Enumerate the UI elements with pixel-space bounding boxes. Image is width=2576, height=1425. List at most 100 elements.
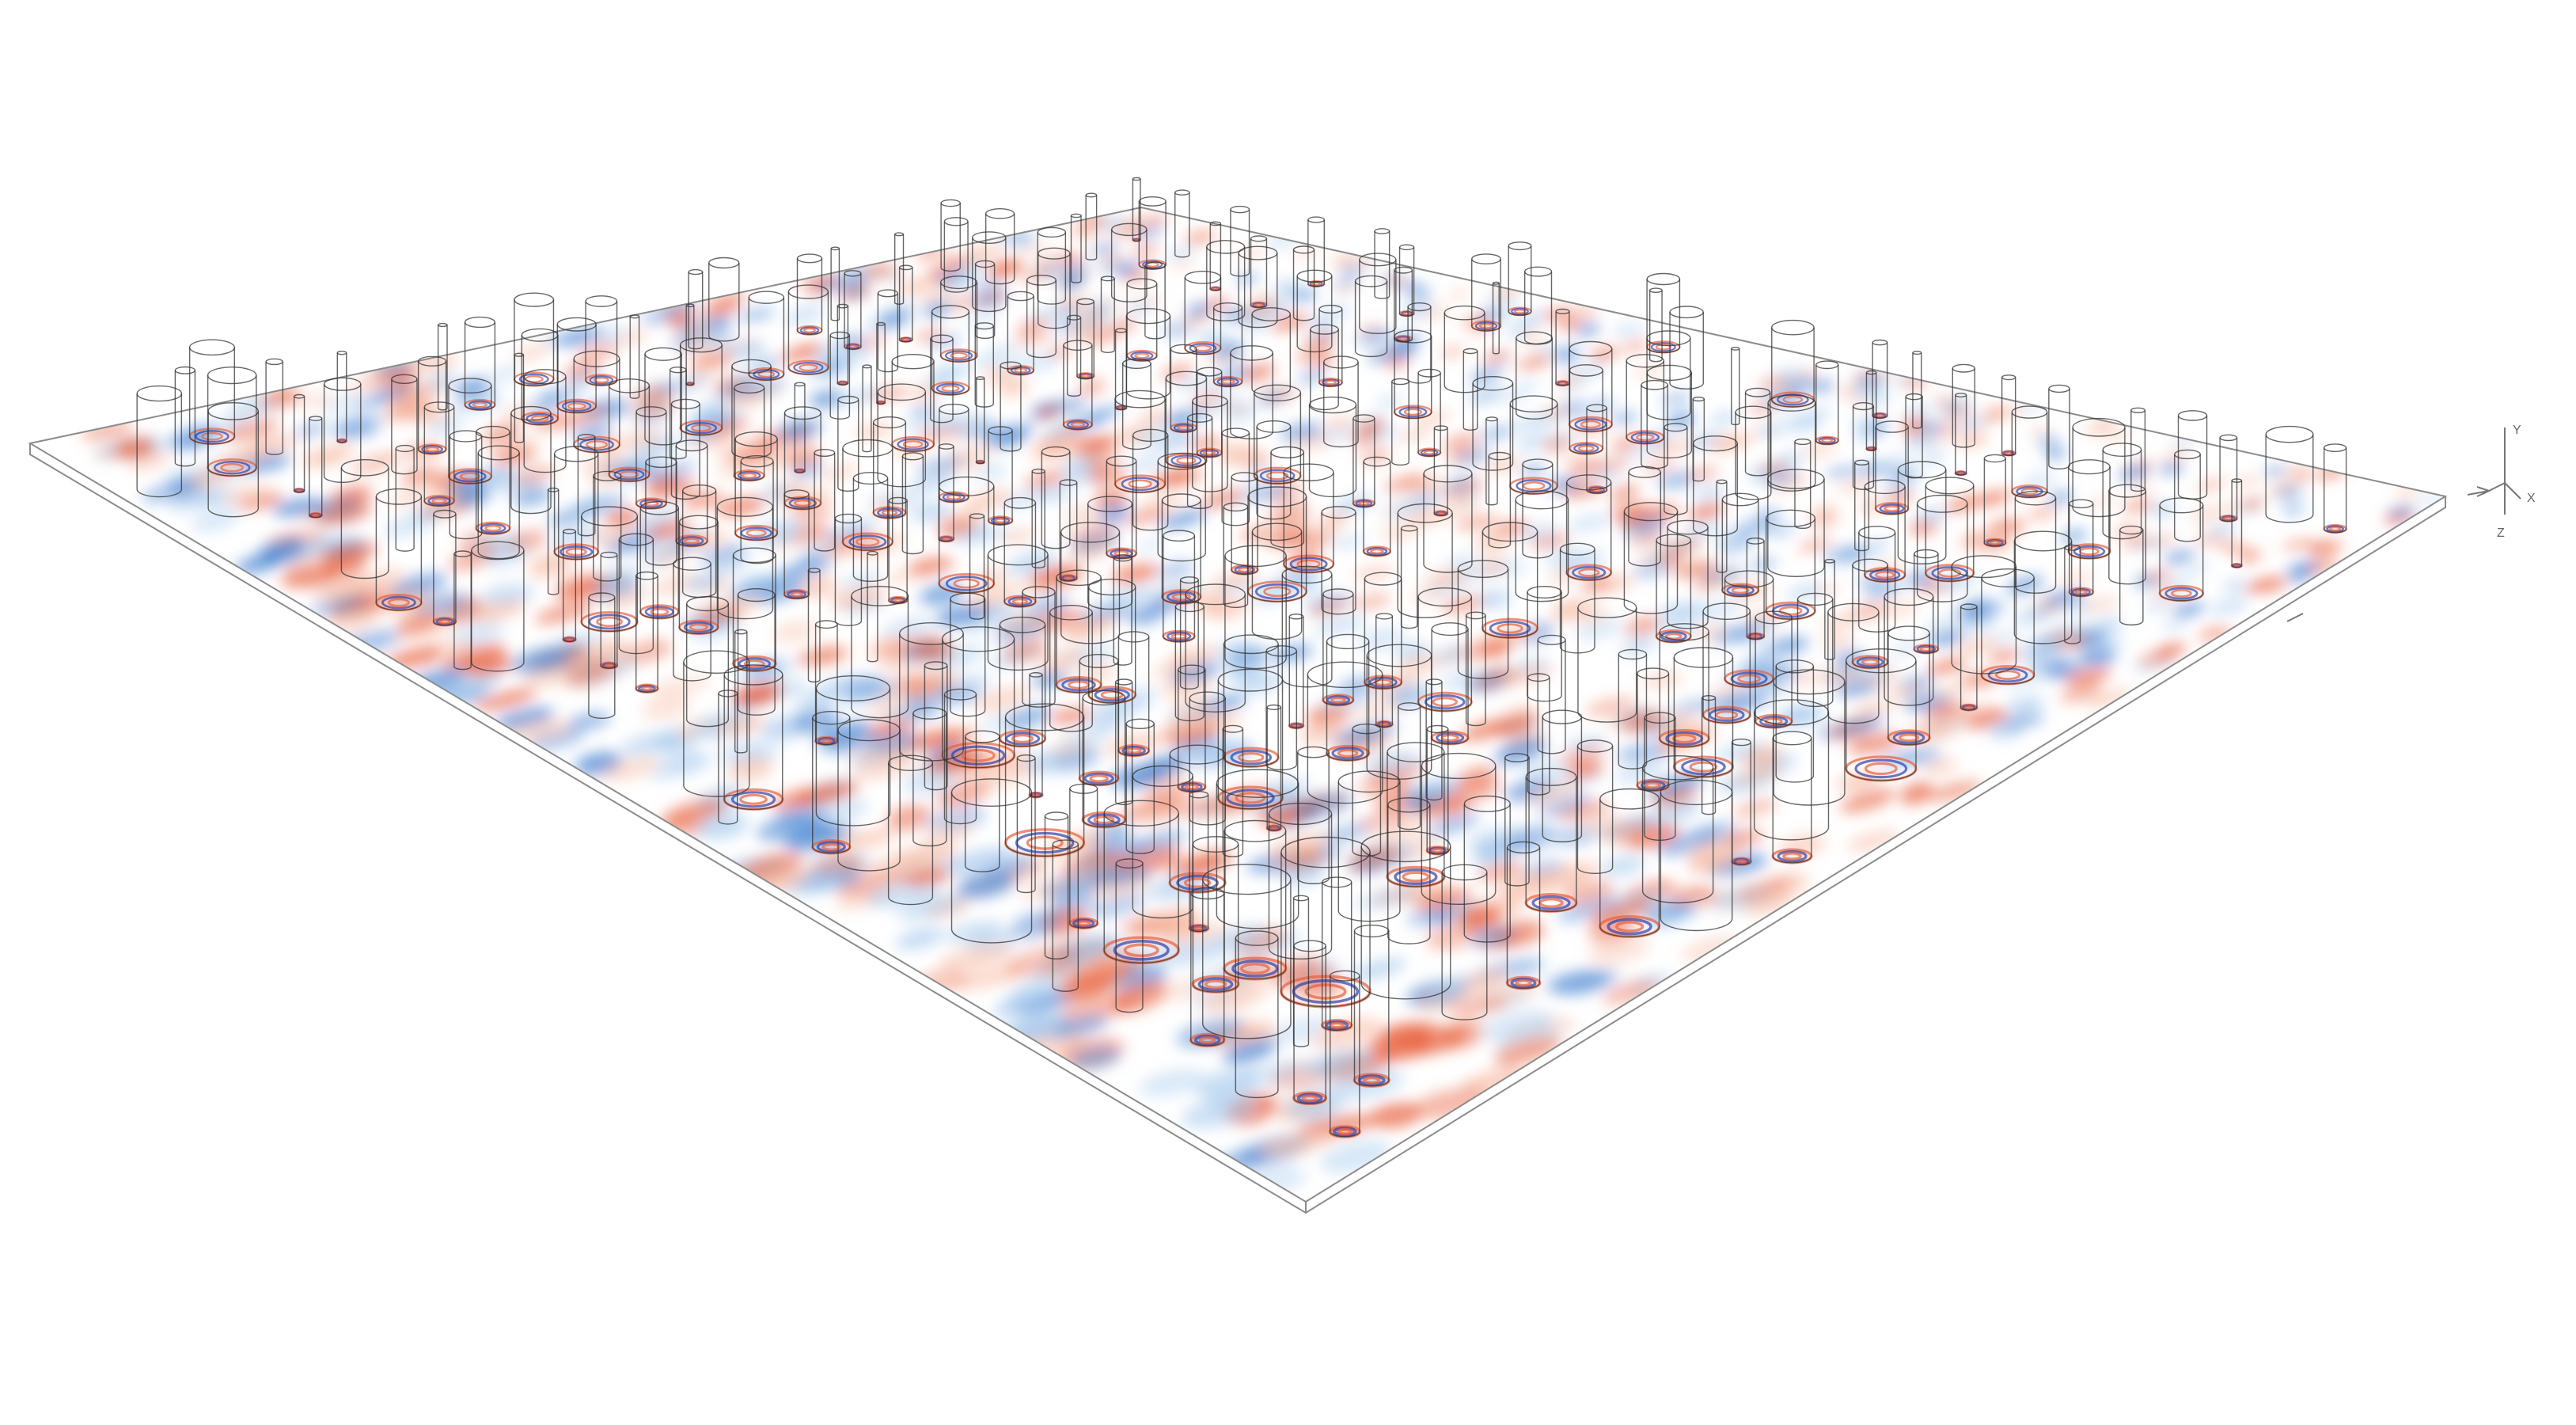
cylinder-shell: [395, 448, 415, 552]
cylinder-top: [1041, 446, 1071, 458]
wave-blob: [2181, 562, 2213, 573]
wave-blob: [1493, 872, 1552, 896]
field-ring: [1177, 424, 1190, 431]
field-ring: [2164, 587, 2199, 600]
cylinder-top: [734, 431, 778, 447]
cylinder-shell: [1641, 385, 1669, 469]
cylinder-top: [2001, 374, 2016, 381]
cylinder-top: [1481, 522, 1538, 542]
cylinder: [1509, 395, 1558, 495]
cylinder-shell: [629, 316, 640, 399]
field-ring: [1715, 710, 1739, 720]
cylinder: [964, 730, 1000, 872]
cylinder-shell: [1465, 615, 1486, 727]
wave-blob: [1758, 376, 1789, 390]
cylinder-shell: [931, 311, 970, 396]
cylinder-shell: [1916, 504, 1968, 602]
field-ring: [821, 842, 841, 851]
cylinder-top: [814, 449, 836, 458]
wave-blob: [1095, 489, 1129, 508]
cylinder: [837, 719, 901, 872]
wave-blob: [1553, 347, 1579, 360]
field-ring: [1736, 858, 1747, 864]
wave-blob: [1575, 365, 1607, 378]
cylinder-shell: [1771, 327, 1815, 408]
cylinder-top: [940, 199, 961, 207]
cylinder-shell: [1702, 611, 1751, 724]
field-ring: [1193, 344, 1212, 352]
wave-blob: [904, 768, 957, 795]
wave-blob: [908, 671, 959, 695]
field-ring: [530, 415, 549, 423]
cylinder-top: [1852, 401, 1875, 411]
field-ring: [468, 400, 492, 410]
cylinder-top: [448, 378, 492, 394]
cylinder-shell: [716, 507, 774, 620]
cylinder: [1955, 393, 1967, 476]
cylinder-top: [1770, 319, 1815, 336]
cylinder-shell: [1648, 290, 1663, 363]
wave-blob: [1987, 649, 2022, 662]
cylinder: [2219, 434, 2238, 522]
wave-blob: [495, 707, 555, 731]
field-ring: [1166, 591, 1197, 603]
cylinder: [1174, 189, 1190, 258]
cylinder: [1701, 694, 1717, 815]
field-ring: [796, 469, 803, 473]
cylinder-top: [2323, 443, 2347, 452]
cylinder-shell: [2064, 547, 2081, 644]
cylinder-shell: [2001, 377, 2016, 457]
cylinder: [683, 650, 750, 797]
wave-blob: [1332, 534, 1367, 550]
cylinder-top: [748, 291, 785, 304]
cylinder: [1321, 506, 1356, 615]
cylinder: [1192, 836, 1239, 993]
cylinder-shell: [1185, 594, 1246, 712]
wave-blob: [1447, 288, 1472, 300]
wave-blob: [1899, 782, 1934, 805]
cylinder-top: [2048, 384, 2070, 393]
wave-blob: [729, 575, 785, 600]
wave-blob: [966, 314, 1000, 327]
field-ring: [1854, 758, 1908, 779]
cylinder-top: [1114, 678, 1133, 686]
field-ring: [220, 462, 244, 473]
cylinder: [1527, 673, 1550, 796]
wave-blob: [1568, 459, 1608, 476]
cylinder-shell: [514, 355, 525, 443]
cylinder-top: [1178, 664, 1206, 675]
cylinder-top: [593, 470, 622, 481]
wave-blob: [783, 448, 821, 467]
wave-blob: [1725, 829, 1764, 847]
cylinder: [867, 550, 878, 663]
field-ring: [1011, 598, 1028, 605]
wave-blob: [1398, 428, 1432, 443]
wave-blob: [389, 486, 435, 506]
wave-blob: [878, 264, 902, 277]
cylinder: [1421, 752, 1497, 906]
cylinder-top: [943, 217, 969, 226]
wave-blob: [907, 729, 969, 749]
cylinder-shell: [1117, 636, 1150, 757]
wave-blob: [82, 420, 132, 441]
field-ring: [881, 509, 898, 516]
cylinder-shell: [1852, 406, 1875, 490]
wave-blob: [1050, 1015, 1109, 1039]
cylinder-shell: [1000, 365, 1022, 452]
wave-blob: [1918, 421, 1944, 433]
cylinder-top: [1223, 634, 1279, 655]
wave-blob: [1768, 525, 1796, 538]
cylinder-shell: [1846, 660, 1917, 781]
cylinder: [1577, 597, 1637, 723]
cylinder-shell: [608, 386, 651, 482]
cylinder-top: [950, 778, 1033, 807]
cylinder-top: [1076, 298, 1095, 306]
cylinder: [1492, 281, 1500, 355]
wave-blob: [1613, 762, 1666, 784]
cylinder-shell: [1360, 846, 1451, 1000]
cylinder-shell: [423, 407, 455, 507]
wave-blob: [1548, 568, 1579, 584]
wave-blob: [916, 639, 954, 663]
wave-blob: [1889, 641, 1924, 656]
cylinder-shell: [1375, 616, 1394, 728]
